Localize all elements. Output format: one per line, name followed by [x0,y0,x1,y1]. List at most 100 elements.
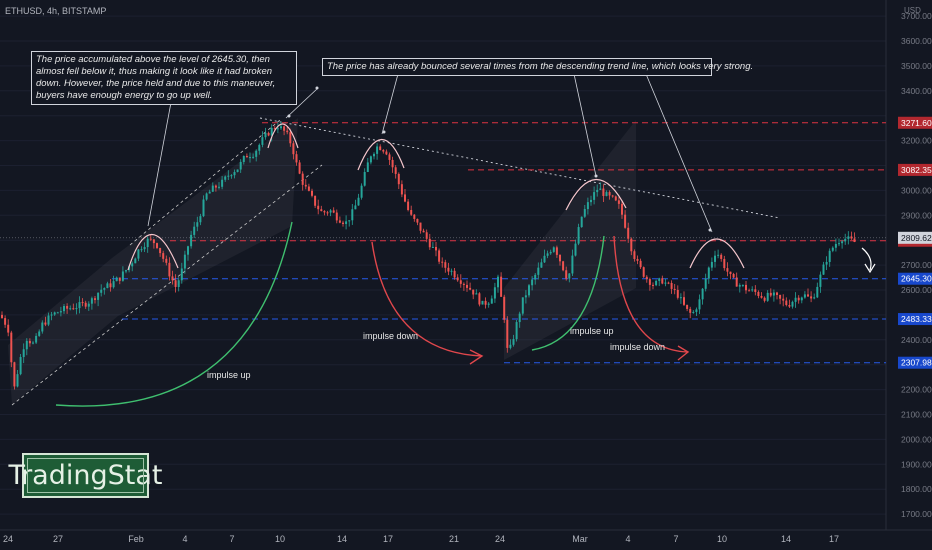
candle-body [218,186,220,188]
candle-body [261,137,264,145]
top-arc [127,234,179,271]
candle-body [695,309,698,312]
candle-body [689,308,692,313]
candle-body [810,296,813,299]
candle-body [35,335,38,343]
candle-body [769,292,772,296]
candle-body [617,200,620,204]
candle-body [75,308,78,310]
price-tick-label: 2400.00 [901,335,932,345]
candle-body [190,234,193,247]
candle-body [264,132,267,138]
rising-channel-2 [504,120,636,360]
price-tick-label: 1900.00 [901,459,932,469]
candle-body [81,302,84,304]
price-tick-label: 3000.00 [901,185,932,195]
candle-body [552,247,555,252]
candle-body [326,212,329,214]
candle-body [779,294,782,299]
candle-body [255,150,258,157]
candle-body [69,308,72,310]
candle-body [710,261,713,268]
candle-body [751,289,754,291]
impulse-up-curve [55,221,293,407]
candle-body [115,277,118,282]
candle-body [323,211,326,213]
candle-body [692,311,695,313]
candle-body [497,276,499,288]
candle-body [853,238,856,242]
price-tick-label: 3400.00 [901,86,932,96]
candle-body [143,247,146,250]
candle-body [205,193,208,200]
candle-body [648,279,651,285]
descending-trend-line [259,117,781,219]
price-axis[interactable]: 1700.00 1800.00 1900.00 2000.00 2100.00 2200.… [898,11,932,519]
logo-text: TradingStat [8,460,163,491]
candle-body [165,258,168,263]
candle-body [834,243,837,248]
candle-body [16,374,19,387]
candle-body [450,270,453,272]
candle-body [404,194,406,202]
candle-body [156,243,158,248]
candle-body [456,277,459,281]
candle-body [611,195,614,197]
price-tick-label: 1700.00 [901,509,932,519]
candle-body [772,292,775,296]
candle-body [311,190,313,196]
price-tick-label: 2700.00 [901,260,932,270]
candle-body [298,162,301,174]
candle-body [301,173,304,185]
callout-dot [382,130,386,134]
candle-body [608,192,611,196]
time-tick-label: 10 [275,534,285,544]
candle-body [723,258,726,269]
candle-body [487,303,490,305]
candle-body [106,283,109,289]
candle-body [754,289,757,292]
time-axis[interactable]: 24 27 Feb 4 7 10 14 17 21 24 Mar 4 7 10 14 17 [3,534,839,544]
price-tick-label: 2100.00 [901,410,932,420]
candle-body [211,185,214,192]
candle-body [249,157,251,159]
candle-body [469,287,472,290]
candle-body [763,297,766,301]
candle-body [565,270,568,279]
candle-body [639,260,642,268]
candle-body [521,297,524,314]
candle-body [484,300,487,305]
candle-body [171,276,174,281]
time-tick-label: 17 [829,534,839,544]
price-tick-label: 3600.00 [901,36,932,46]
candle-body [103,288,106,290]
candle-body [183,254,186,269]
arrow-head [469,349,484,365]
level-price-tag-bg [898,272,932,285]
time-tick-label: 14 [781,534,791,544]
candle-body [524,295,527,298]
candle-body [602,188,605,196]
candle-body [453,270,456,278]
time-tick-label: Feb [128,534,144,544]
candle-body [803,294,806,298]
candle-body [202,199,205,217]
candle-body [850,236,853,239]
candle-body [292,143,295,155]
time-tick-label: 27 [53,534,63,544]
candle-body [738,285,741,287]
candle-body [714,255,716,262]
candle-body [807,294,809,297]
level-price-tag: 2645.30 [901,274,932,284]
candle-body [419,222,422,231]
candle-body [568,273,571,279]
candle-body [741,284,744,286]
callout-dot [708,228,712,232]
candle-body [825,261,828,265]
callout-dot [594,174,598,178]
candle-body [137,249,140,259]
candle-body [270,127,273,136]
candle-body [146,238,149,248]
candle-body [698,299,701,310]
